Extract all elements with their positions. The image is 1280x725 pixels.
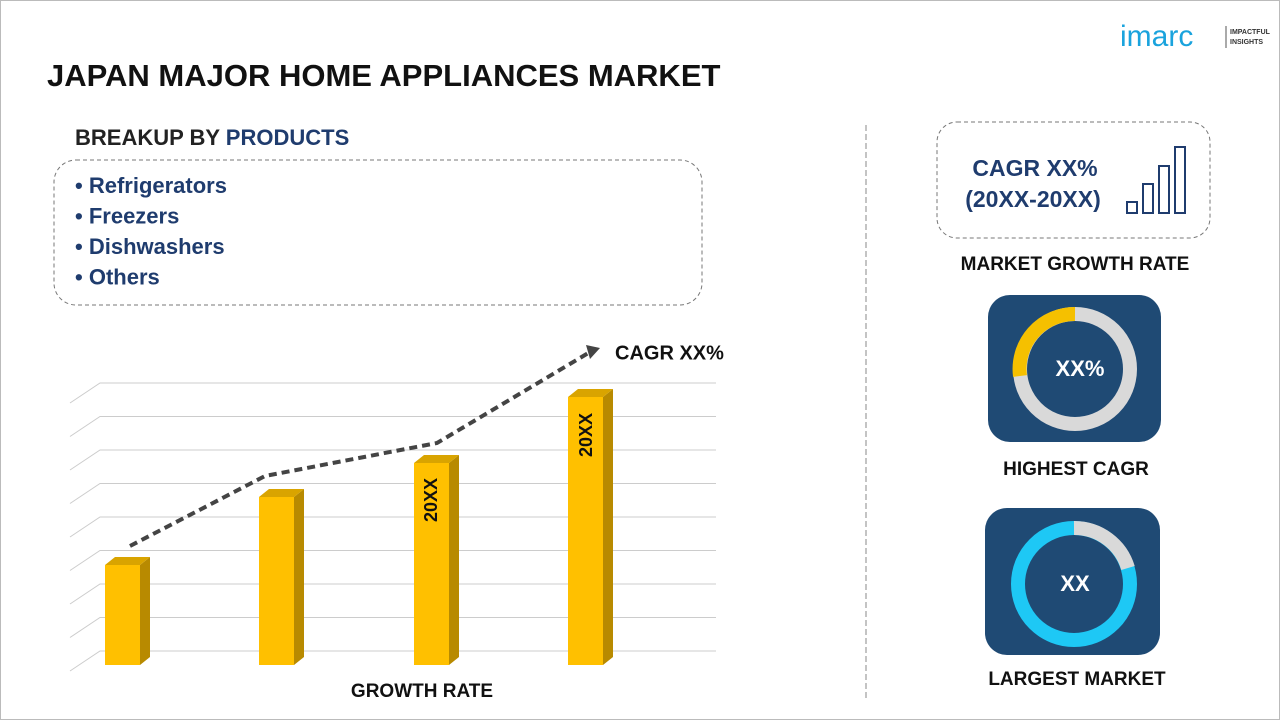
donut-segment: [1073, 520, 1135, 571]
item-text: Dishwashers: [89, 234, 225, 259]
breakup-box: [53, 159, 703, 306]
bar: [105, 565, 140, 665]
bar-label: 20XX: [576, 413, 596, 457]
bar-side: [449, 455, 459, 665]
bar-top: [568, 389, 613, 397]
bullet: •: [75, 234, 83, 259]
bar-label: 20XX: [421, 478, 441, 522]
breakup-item: • Others: [75, 264, 160, 289]
grid-line: [69, 650, 716, 672]
cagr-text: CAGR XX%: [972, 155, 1097, 181]
item-text: Others: [89, 264, 160, 289]
donut-label: XX%: [1056, 356, 1105, 381]
grid-line: [69, 550, 716, 571]
grid-line: [69, 617, 716, 638]
bar: [414, 463, 449, 665]
bar-top: [105, 557, 150, 565]
grid-line: [69, 516, 716, 538]
trend-line: [129, 350, 592, 548]
bar: [259, 497, 294, 665]
card-caption: MARKET GROWTH RATE: [961, 254, 1190, 275]
donut-segment: [1012, 306, 1076, 377]
logo-tagline: INSIGHTS: [1230, 39, 1263, 46]
bullet: •: [75, 264, 83, 289]
growth-icon: [1126, 146, 1186, 214]
breakup-highlight: PRODUCTS: [226, 125, 349, 150]
bar: [568, 397, 603, 665]
bar-side: [140, 557, 150, 665]
breakup-item: • Dishwashers: [75, 234, 225, 259]
bar-top: [414, 455, 459, 463]
grid-line: [69, 449, 716, 471]
chart-caption: GROWTH RATE: [351, 681, 493, 702]
trend-arrow: [586, 345, 600, 359]
breakup-prefix: BREAKUP BY: [75, 125, 220, 150]
grid-line: [69, 483, 716, 504]
bar-top: [259, 489, 304, 497]
bullet: •: [75, 173, 83, 198]
grid-line: [69, 583, 716, 605]
donut-label: XX: [1060, 571, 1090, 596]
cagr-period: (20XX-20XX): [965, 186, 1101, 212]
bars: [105, 389, 613, 665]
card-caption: LARGEST MARKET: [988, 669, 1166, 690]
card-caption: HIGHEST CAGR: [1003, 459, 1149, 480]
grid-line: [69, 382, 716, 404]
cagr-box: [936, 121, 1211, 239]
breakup-item: • Freezers: [75, 203, 179, 228]
item-text: Refrigerators: [89, 173, 227, 198]
item-text: Freezers: [89, 203, 180, 228]
bar-side: [603, 389, 613, 665]
logo-brand: imarc: [1120, 20, 1193, 53]
title: JAPAN MAJOR HOME APPLIANCES MARKET: [47, 58, 720, 93]
grid-line: [69, 416, 716, 437]
bar-side: [294, 489, 304, 665]
breakup-label: BREAKUP BY PRODUCTS: [75, 125, 349, 150]
bullet: •: [75, 203, 83, 228]
logo-tagline: IMPACTFUL: [1230, 29, 1271, 36]
chart-grid: [69, 382, 716, 672]
trend-label: CAGR XX%: [615, 342, 724, 364]
breakup-item: • Refrigerators: [75, 173, 227, 198]
